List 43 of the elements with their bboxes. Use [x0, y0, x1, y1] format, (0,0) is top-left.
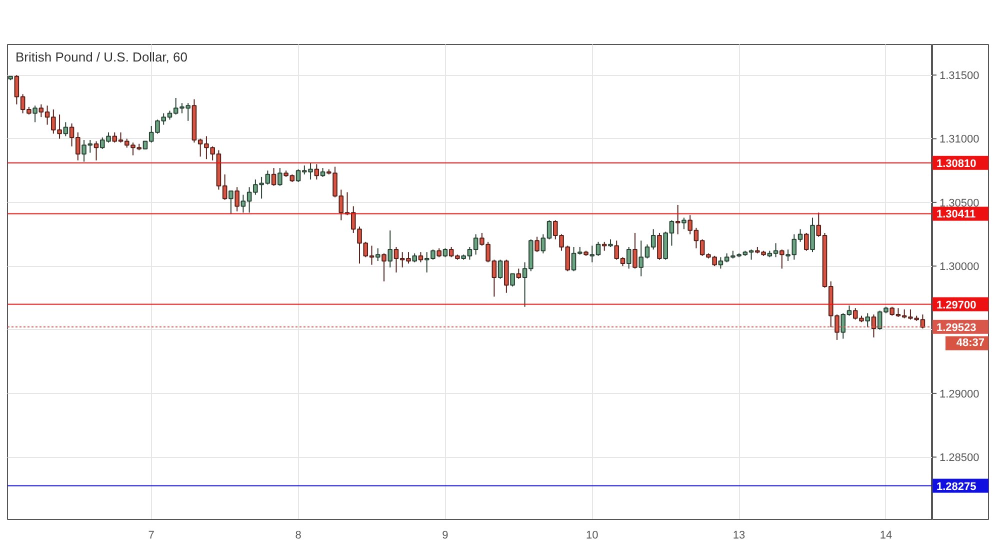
x-tick-label: 9	[442, 530, 448, 542]
ref-line-label: 1.29700	[936, 299, 976, 312]
candlestick	[388, 230, 393, 268]
candlestick	[234, 186, 240, 212]
candlestick	[534, 236, 540, 253]
y-tick-label: 1.29000	[940, 388, 980, 400]
x-tick-label: 10	[586, 530, 598, 542]
candlestick	[418, 252, 424, 263]
y-tick-label: 1.28500	[940, 452, 980, 464]
candlestick	[94, 140, 99, 161]
candlestick	[32, 105, 38, 123]
candlestick	[382, 252, 386, 282]
candlestick	[780, 249, 784, 270]
chart-title: British Pound / U.S. Dollar, 60	[16, 50, 188, 64]
candlestick	[498, 259, 503, 280]
candlestick	[271, 168, 276, 186]
candlestick	[228, 190, 234, 214]
candlestick	[516, 268, 522, 280]
x-tick-label: 14	[880, 530, 892, 542]
ref-line-label: 1.29523	[936, 322, 976, 334]
y-tick-label: 1.31500	[940, 70, 980, 82]
ref-line-label: 1.28275	[936, 480, 976, 493]
candlestick	[865, 312, 870, 328]
x-tick-label: 13	[732, 530, 746, 542]
text: 48:37	[956, 337, 985, 350]
ref-line-label: 1.30810	[936, 158, 976, 170]
y-tick-label: 1.30000	[940, 261, 980, 274]
candlestick	[657, 232, 662, 260]
y-tick-label: 1.30500	[940, 197, 980, 210]
candlestick	[626, 246, 632, 270]
candlestick	[682, 217, 686, 230]
candlestick	[675, 204, 680, 235]
candlestick	[278, 168, 282, 186]
candlestick	[63, 122, 68, 137]
ref-line-label: 1.30411	[936, 208, 976, 221]
y-tick-label: 1.31000	[940, 134, 980, 146]
x-tick-label: 7	[148, 530, 154, 542]
candlestick	[375, 248, 380, 262]
candlestick	[804, 232, 809, 252]
candlestick	[314, 164, 320, 180]
candlestick	[632, 232, 638, 270]
x-tick-label: 8	[295, 530, 302, 542]
candlestick	[510, 273, 515, 287]
